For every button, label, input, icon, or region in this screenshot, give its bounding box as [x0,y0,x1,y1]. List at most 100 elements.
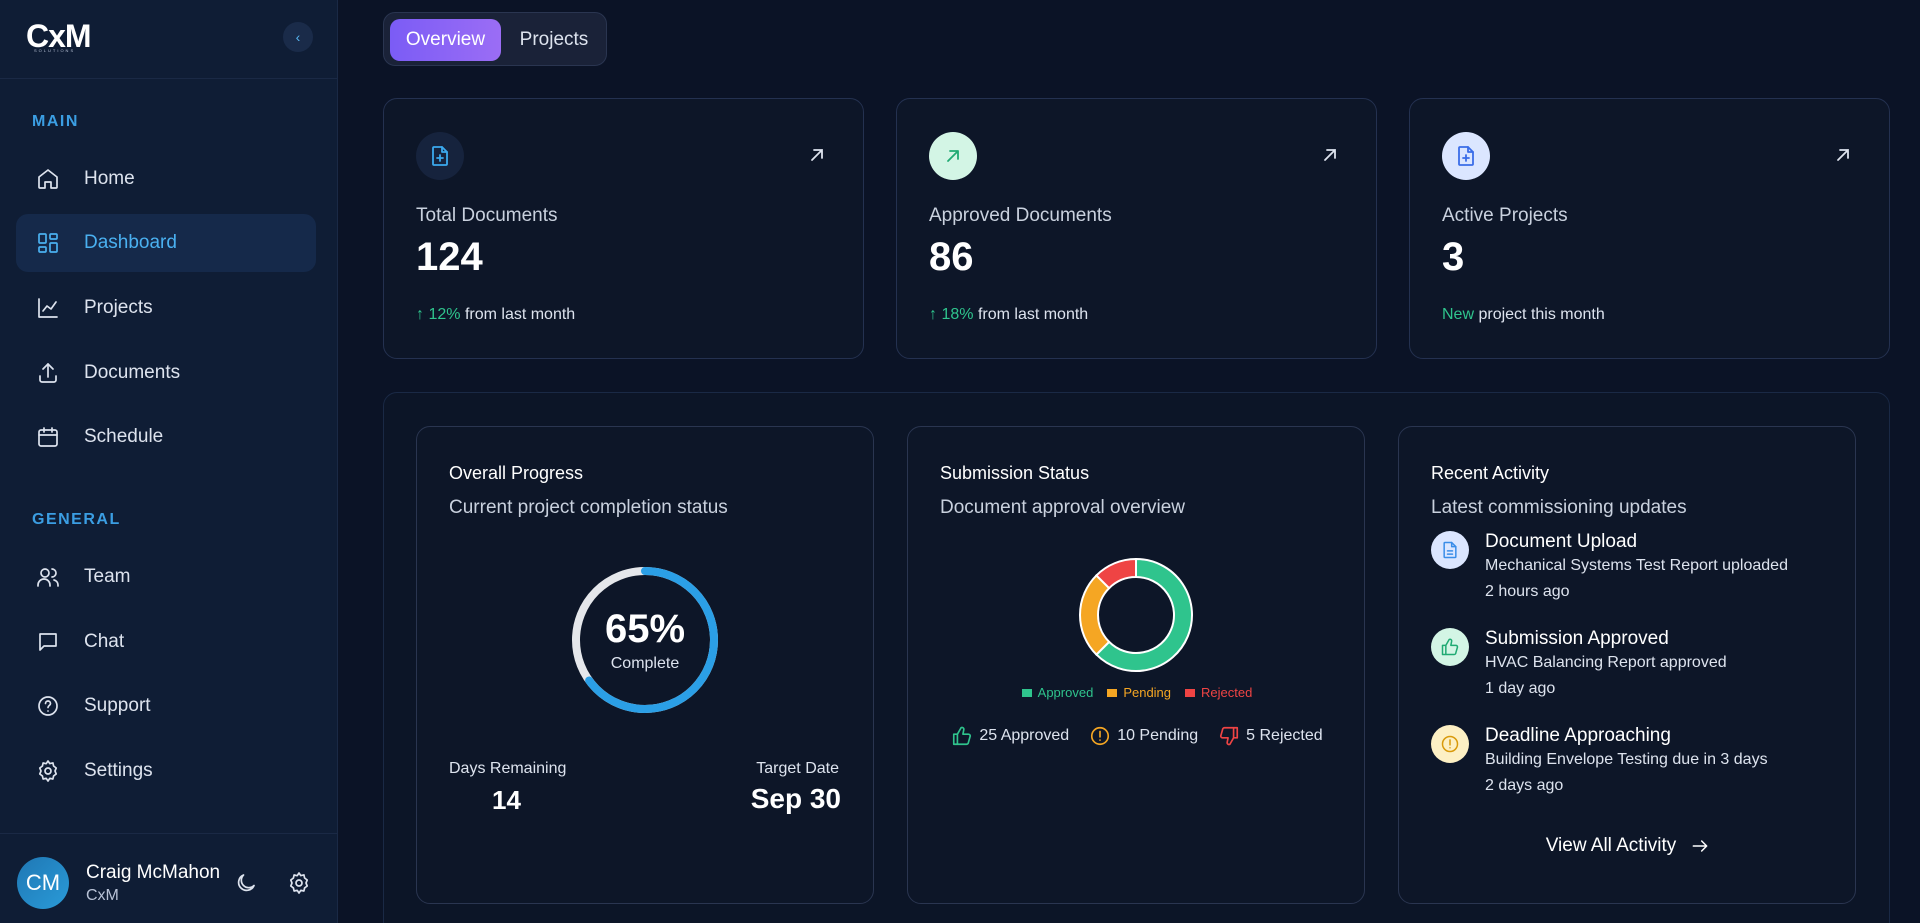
logo-subtext: SOLUTIONS [34,48,76,53]
count-approved: 25 Approved [951,725,1069,747]
stat-card-approved-documents: Approved Documents 86 ↑ 18% from last mo… [896,98,1377,359]
legend-label: Rejected [1201,685,1253,700]
days-remaining-label: Days Remaining [449,760,567,777]
chat-icon [39,633,57,651]
tab-overview[interactable]: Overview [390,19,501,61]
stat-label: Approved Documents [929,205,1112,226]
count-pending: 10 Pending [1089,725,1198,747]
arrow-up-icon: ↑ [929,306,942,323]
count-label: 25 Approved [979,727,1070,744]
legend-item-approved: Approved [1021,685,1093,700]
card-title: Submission Status [940,463,1090,483]
alert-circle-icon [1441,735,1459,753]
stat-change: New [1442,306,1475,323]
file-plus-icon [432,146,448,166]
count-rejected: 5 Rejected [1218,725,1323,747]
card-title: Recent Activity [1431,463,1550,483]
sidebar-item-support[interactable]: Support [16,677,316,735]
sidebar-item-label: Schedule [84,426,164,447]
legend-item-rejected: Rejected [1185,685,1252,700]
activity-time: 2 hours ago [1485,583,1570,600]
home-icon [38,169,58,189]
chart-legend: Approved Pending Rejected [908,685,1366,700]
activity-time: 1 day ago [1485,680,1556,697]
users-icon [37,568,59,587]
gear-icon[interactable] [287,871,311,895]
arrow-up-right-icon[interactable] [1833,145,1853,165]
upload-icon [39,363,57,383]
stat-card-total-documents: Total Documents 124 ↑ 12% from last mont… [383,98,864,359]
logo-text: CxM [26,18,92,54]
stat-footer-text: from last month [464,306,576,323]
stat-card-active-projects: Active Projects 3 New project this month [1409,98,1890,359]
sidebar-item-chat[interactable]: Chat [16,613,316,671]
thumbs-up-icon [1441,638,1459,656]
arrow-up-right-icon [947,150,959,162]
activity-description: Mechanical Systems Test Report uploaded [1485,557,1788,574]
sidebar-item-documents[interactable]: Documents [16,344,316,402]
chevron-left-icon: ‹ [295,29,301,45]
sidebar-item-home[interactable]: Home [16,150,316,208]
sidebar-item-settings[interactable]: Settings [16,742,316,800]
sidebar-item-projects[interactable]: Projects [16,279,316,337]
sidebar-item-schedule[interactable]: Schedule [16,408,316,466]
thumbs-down-icon [1220,726,1239,746]
section-label-general: GENERAL [32,511,121,528]
divider [0,78,338,79]
avatar[interactable]: CM [17,857,69,909]
stat-value: 3 [1442,235,1465,279]
progress-ring [572,567,718,713]
progress-ring-fill [572,567,718,713]
section-label-main: MAIN [32,113,79,130]
stat-icon [929,132,977,180]
submission-counts: 25 Approved 10 Pending 5 Rejected [908,725,1366,747]
sidebar-item-label: Home [84,168,135,189]
user-org: CxM [86,887,119,904]
view-all-label: View All Activity [1545,835,1677,856]
sidebar-item-label: Documents [84,362,181,383]
sidebar-item-label: Settings [84,760,153,781]
submission-card: Submission Status Document approval over… [907,426,1365,904]
sidebar-item-dashboard[interactable]: Dashboard [16,214,316,272]
file-plus-icon [1458,146,1474,166]
document-icon [1443,541,1457,559]
activity-icon [1431,531,1469,569]
activity-title: Deadline Approaching [1485,725,1671,746]
divider [0,833,338,834]
arrow-up-right-icon[interactable] [807,145,827,165]
stat-footer-text: from last month [977,306,1089,323]
collapse-sidebar-button[interactable]: ‹ [283,22,313,52]
logo[interactable]: CxM SOLUTIONS [26,18,92,55]
stat-footer: ↑ 12% from last month [416,306,575,324]
help-circle-icon [38,696,58,716]
view-all-activity-button[interactable]: View All Activity [1399,835,1857,857]
target-date-label: Target Date [756,760,839,777]
tab-projects[interactable]: Projects [519,29,589,50]
activity-time: 2 days ago [1485,777,1564,794]
donut-slice-pending [1079,573,1111,657]
moon-icon[interactable] [234,871,258,895]
legend-label: Pending [1123,685,1172,700]
activity-description: HVAC Balancing Report approved [1485,654,1727,671]
activity-title: Submission Approved [1485,628,1669,649]
sidebar-item-label: Chat [84,631,125,652]
stat-label: Active Projects [1442,205,1568,226]
card-subtitle: Latest commissioning updates [1431,497,1687,518]
activity-icon [1431,725,1469,763]
activity-icon [1431,628,1469,666]
activity-title: Document Upload [1485,531,1638,552]
count-label: 5 Rejected [1246,727,1323,744]
progress-complete-label: Complete [610,655,680,672]
stat-value: 86 [929,235,974,279]
stat-value: 124 [416,235,483,279]
donut-slice-rejected [1094,557,1137,590]
count-label: 10 Pending [1117,727,1199,744]
sidebar-item-team[interactable]: Team [16,548,316,606]
arrow-up-icon: ↑ [416,306,429,323]
progress-percent: 65% [604,607,686,651]
stat-footer: New project this month [1442,306,1605,324]
donut-slice-approved [1094,557,1193,672]
progress-card: Overall Progress Current project complet… [416,426,874,904]
arrow-up-right-icon[interactable] [1320,145,1340,165]
card-subtitle: Current project completion status [449,497,728,518]
